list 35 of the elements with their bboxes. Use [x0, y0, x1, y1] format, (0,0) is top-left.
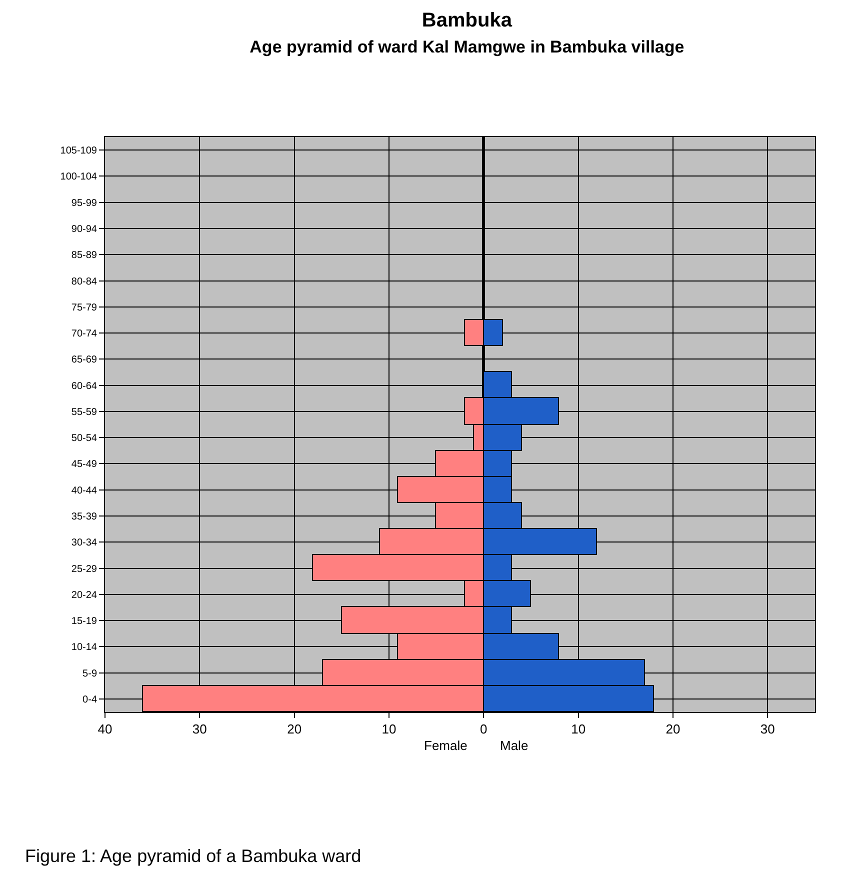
- x-tick-label: 30: [760, 722, 775, 737]
- y-tick-label: 80-84: [71, 276, 98, 288]
- x-tick-label: 10: [382, 722, 396, 737]
- y-tick-label: 50-54: [71, 433, 98, 444]
- y-tick-label: 65-69: [71, 354, 98, 366]
- y-tick-label: 70-74: [71, 328, 98, 340]
- text: Male: [500, 738, 528, 753]
- y-tick-label: 15-19: [71, 616, 98, 628]
- text: Female: [424, 738, 468, 753]
- x-tick-label: 0: [480, 722, 488, 737]
- y-tick-label: 55-59: [71, 406, 98, 418]
- y-tick-label: 30-34: [71, 538, 98, 549]
- y-tick-label: 10-14: [71, 642, 98, 654]
- y-tick-label: 0-4: [82, 694, 98, 706]
- y-tick-label: 105-109: [60, 146, 98, 157]
- y-tick-label: 25-29: [71, 564, 98, 575]
- y-tick-label: 45-49: [71, 459, 98, 470]
- chart-subtitle: Age pyramid of ward Kal Mamgwe in Bambuka village: [250, 37, 684, 56]
- x-tick-label: 20: [287, 722, 302, 737]
- y-tick-label: 20-24: [71, 590, 98, 601]
- y-tick-label: 5-9: [82, 668, 98, 680]
- y-tick-label: 60-64: [71, 380, 98, 392]
- y-tick-label: 95-99: [71, 198, 98, 209]
- y-tick-label: 90-94: [71, 224, 98, 235]
- x-tick-label: 40: [98, 722, 112, 737]
- x-tick-label: 10: [571, 722, 586, 737]
- chart-title: Bambuka: [422, 9, 513, 32]
- y-tick-label: 75-79: [71, 302, 98, 314]
- y-tick-label: 85-89: [71, 250, 98, 262]
- y-tick-label: 40-44: [71, 485, 98, 496]
- x-tick-label: 20: [666, 722, 680, 737]
- y-tick-label: 35-39: [71, 511, 98, 522]
- x-tick-label: 30: [192, 722, 207, 737]
- caption: Figure 1: Age pyramid of a Bambuka ward: [25, 846, 362, 866]
- y-tick-label: 100-104: [60, 172, 98, 183]
